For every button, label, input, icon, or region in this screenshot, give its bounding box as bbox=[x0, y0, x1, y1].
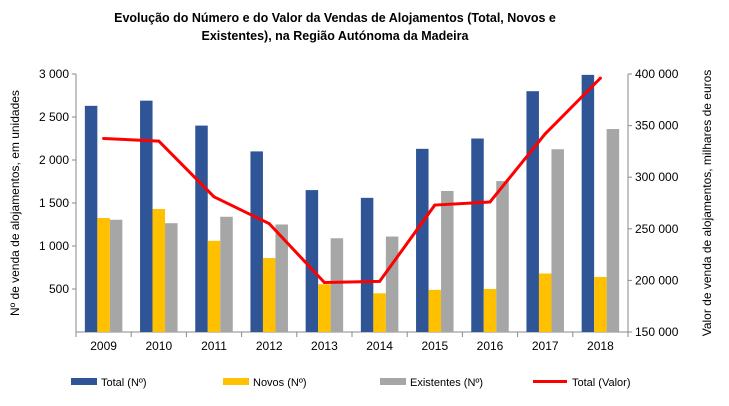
bar-novos bbox=[318, 284, 331, 332]
bar-novos bbox=[483, 289, 497, 332]
bar-existentes bbox=[330, 238, 344, 332]
legend-label-total-valor: Total (Valor) bbox=[572, 377, 630, 389]
line-point-total-valor bbox=[598, 76, 602, 80]
bar-total bbox=[140, 100, 153, 332]
legend: Total (Nº) Novos (Nº) Existentes (Nº) To… bbox=[71, 377, 630, 389]
line-series bbox=[102, 76, 602, 284]
y-tick-left-label: 1 500 bbox=[39, 196, 69, 210]
bar-existentes bbox=[496, 181, 509, 332]
bar-novos bbox=[373, 293, 386, 332]
bar-existentes bbox=[165, 223, 178, 332]
legend-swatch-total bbox=[71, 378, 97, 385]
line-point-total-valor bbox=[267, 222, 271, 226]
bar-total bbox=[360, 197, 374, 332]
bar-novos bbox=[152, 209, 166, 332]
bar-total bbox=[581, 74, 595, 333]
bar-novos bbox=[594, 276, 607, 332]
y-tick-right-label: 200 000 bbox=[635, 273, 679, 287]
y-tick-left-label: 1 000 bbox=[39, 239, 69, 253]
bars bbox=[84, 74, 620, 333]
bar-existentes bbox=[551, 149, 564, 332]
bar-existentes bbox=[441, 190, 454, 332]
line-point-total-valor bbox=[322, 280, 326, 284]
y-tick-left-label: 500 bbox=[49, 282, 69, 296]
bar-total bbox=[195, 125, 208, 332]
y-ticks-right: 150 000 200 000 250 000 300 000 350 000 400 0… bbox=[628, 67, 679, 339]
bar-existentes bbox=[220, 216, 233, 332]
x-tick-label: 2010 bbox=[145, 339, 172, 353]
x-tick-label: 2015 bbox=[421, 339, 448, 353]
y-axis-right-label: Valor de venda de alojamentos, milhares … bbox=[700, 70, 714, 337]
bar-novos bbox=[262, 258, 276, 332]
y-tick-left-label: 3 000 bbox=[39, 67, 69, 81]
bar-total bbox=[250, 151, 263, 332]
y-ticks-left: 500 1 000 1 500 2 000 2 500 3 000 bbox=[39, 67, 76, 296]
bar-total bbox=[84, 105, 98, 332]
bar-existentes bbox=[606, 129, 620, 332]
x-ticks: 2009 2010 2011 2012 2013 2014 2015 2016 2017 2018 bbox=[75, 332, 629, 353]
y-tick-left-label: 2 000 bbox=[39, 153, 69, 167]
legend-swatch-novos bbox=[223, 378, 249, 385]
x-tick-label: 2014 bbox=[366, 339, 393, 353]
line-total-valor bbox=[103, 77, 602, 284]
legend-label-novos: Novos (Nº) bbox=[253, 377, 307, 389]
line-point-total-valor bbox=[543, 132, 547, 136]
legend-label-total: Total (Nº) bbox=[101, 377, 147, 389]
line-point-total-valor bbox=[488, 200, 492, 204]
y-tick-left-label: 2 500 bbox=[39, 110, 69, 124]
bar-novos bbox=[538, 273, 552, 332]
y-tick-right-label: 400 000 bbox=[635, 67, 679, 81]
bar-existentes bbox=[109, 219, 123, 332]
line-point-total-valor bbox=[157, 139, 161, 143]
bar-novos bbox=[428, 289, 442, 332]
x-tick-label: 2011 bbox=[201, 339, 227, 353]
chart-title: Evolução do Número e do Valor da Vendas … bbox=[114, 11, 556, 43]
x-tick-label: 2013 bbox=[311, 339, 338, 353]
bar-novos bbox=[97, 218, 110, 332]
legend-label-existentes: Existentes (Nº) bbox=[410, 377, 483, 389]
chart-title-line-2: Existentes), na Região Autónoma da Madei… bbox=[202, 29, 470, 43]
x-tick-label: 2018 bbox=[587, 339, 614, 353]
line-point-total-valor bbox=[102, 137, 106, 140]
chart-title-line-1: Evolução do Número e do Valor da Vendas … bbox=[114, 11, 556, 25]
bar-total bbox=[526, 91, 539, 332]
bar-novos bbox=[207, 240, 221, 332]
bar-total bbox=[416, 148, 429, 332]
y-tick-right-label: 300 000 bbox=[635, 170, 679, 184]
y-tick-right-label: 150 000 bbox=[635, 325, 679, 339]
bar-existentes bbox=[275, 224, 288, 332]
line-point-total-valor bbox=[212, 195, 216, 199]
legend-swatch-existentes bbox=[380, 378, 406, 385]
bar-total bbox=[471, 138, 484, 332]
y-tick-right-label: 350 000 bbox=[635, 119, 679, 133]
x-tick-label: 2012 bbox=[256, 339, 283, 353]
x-tick-label: 2009 bbox=[90, 339, 117, 353]
bar-existentes bbox=[385, 236, 399, 332]
line-point-total-valor bbox=[433, 203, 437, 207]
y-tick-right-label: 250 000 bbox=[635, 222, 679, 236]
bar-total bbox=[305, 190, 319, 332]
x-tick-label: 2016 bbox=[477, 339, 504, 353]
y-axis-left-label: Nº de venda de alojamentos, em unidades bbox=[8, 90, 22, 316]
x-tick-label: 2017 bbox=[532, 339, 559, 353]
line-point-total-valor bbox=[378, 279, 382, 283]
